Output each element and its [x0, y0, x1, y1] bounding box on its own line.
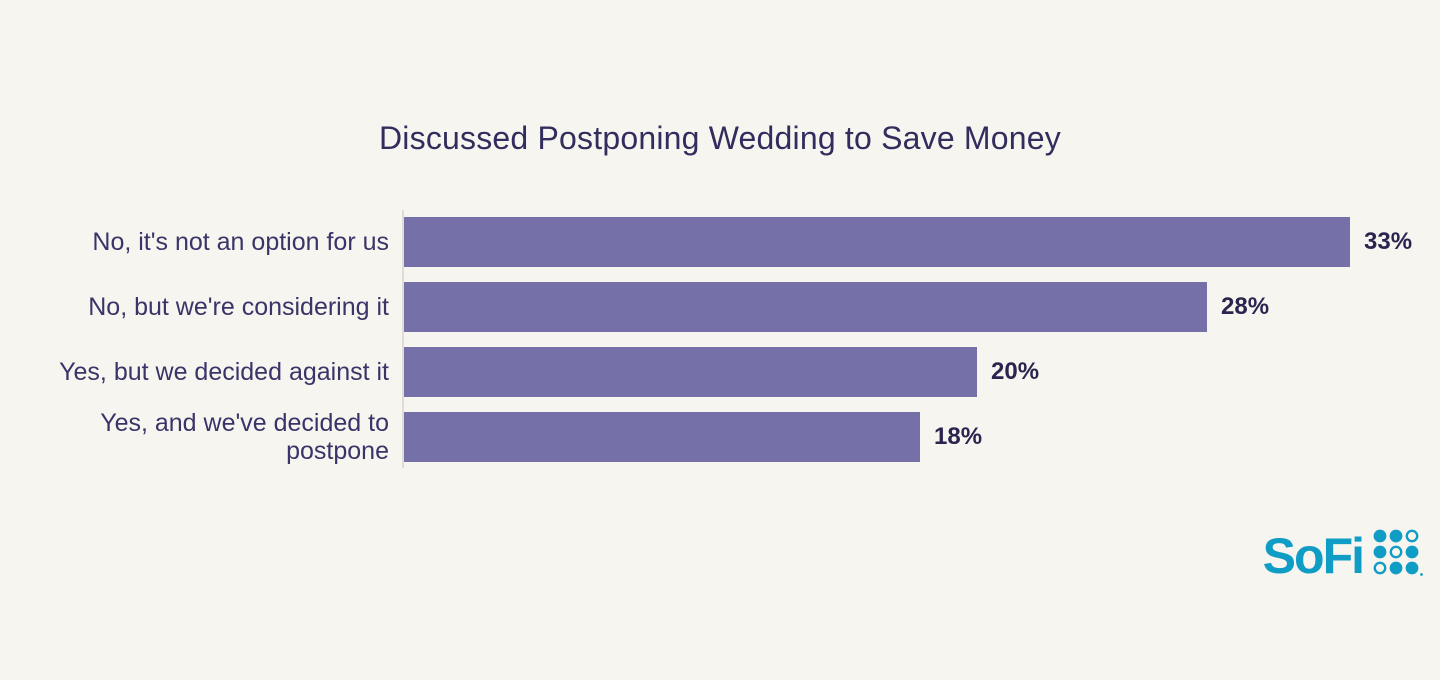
sofi-wordmark: SoFi: [1262, 528, 1365, 584]
value-label: 28%: [1221, 292, 1270, 320]
bar-cell: 33%: [403, 209, 1440, 274]
chart-row: No, it's not an option for us 33%: [0, 209, 1440, 274]
bar: [403, 216, 1350, 267]
sofi-logo: SoFi: [1263, 527, 1424, 581]
bar-chart: No, it's not an option for us 33% No, bu…: [0, 209, 1440, 469]
bar: [403, 411, 920, 462]
bar-cell: 18%: [403, 404, 1440, 469]
sofi-dots-icon: [1373, 529, 1423, 576]
category-label: No, but we're considering it: [88, 292, 389, 321]
bar: [403, 346, 977, 397]
bar-cell: 20%: [403, 339, 1440, 404]
chart-title: Discussed Postponing Wedding to Save Mon…: [379, 120, 1061, 156]
chart-row: Yes, but we decided against it 20%: [0, 339, 1440, 404]
bar-cell: 28%: [403, 274, 1440, 339]
chart-row: No, but we're considering it 28%: [0, 274, 1440, 339]
category-label: Yes, and we've decided to postpone: [100, 408, 389, 465]
value-label: 18%: [934, 422, 983, 450]
value-label: 20%: [991, 357, 1040, 385]
bar: [403, 281, 1207, 332]
category-label: Yes, but we decided against it: [59, 357, 389, 386]
category-label: No, it's not an option for us: [92, 227, 389, 256]
value-label: 33%: [1364, 227, 1413, 255]
chart-row: Yes, and we've decided to postpone 18%: [0, 404, 1440, 469]
y-axis-line: [402, 210, 404, 468]
